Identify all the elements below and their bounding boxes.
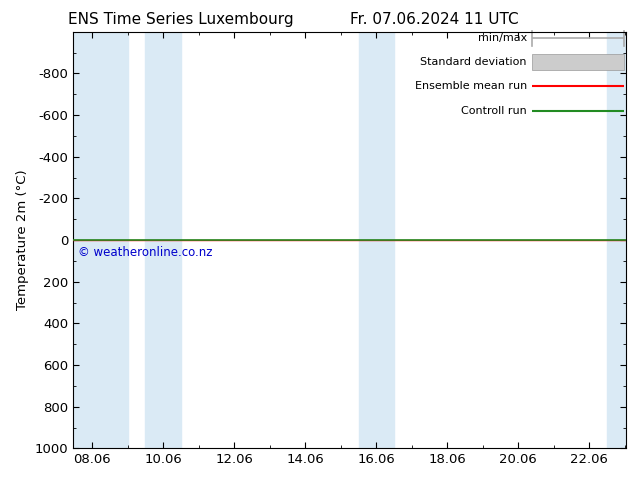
Bar xyxy=(607,32,626,448)
Text: ENS Time Series Luxembourg: ENS Time Series Luxembourg xyxy=(68,12,294,27)
Bar xyxy=(359,32,394,448)
Text: Standard deviation: Standard deviation xyxy=(420,57,527,67)
Bar xyxy=(73,32,127,448)
Text: Ensemble mean run: Ensemble mean run xyxy=(415,81,527,92)
Y-axis label: Temperature 2m (°C): Temperature 2m (°C) xyxy=(16,170,29,310)
Text: min/max: min/max xyxy=(477,33,527,43)
Bar xyxy=(533,54,624,70)
Text: © weatheronline.co.nz: © weatheronline.co.nz xyxy=(78,246,213,259)
Bar xyxy=(145,32,181,448)
Text: Fr. 07.06.2024 11 UTC: Fr. 07.06.2024 11 UTC xyxy=(350,12,519,27)
Text: Controll run: Controll run xyxy=(461,105,527,116)
